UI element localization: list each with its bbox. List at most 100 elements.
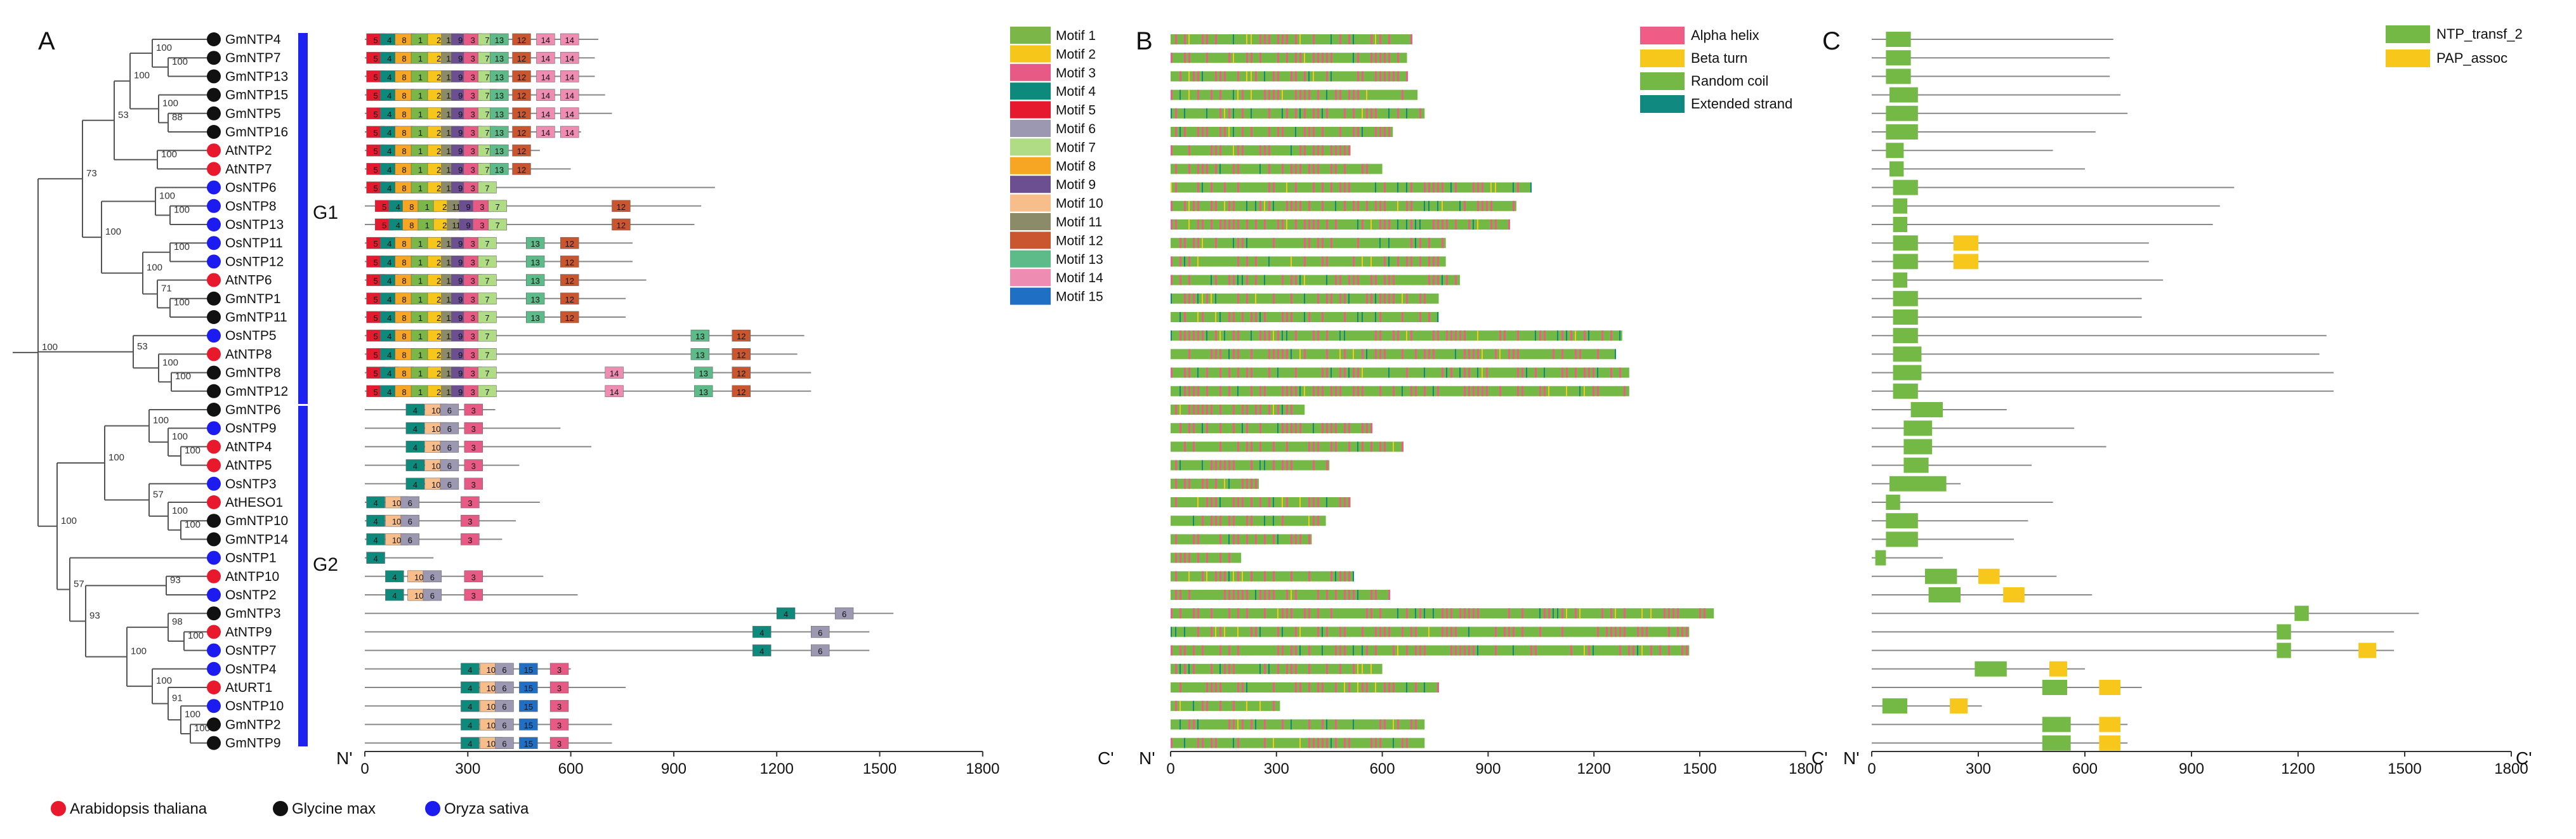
ss-turn <box>1650 608 1652 619</box>
ss-helix <box>1202 516 1204 526</box>
ss-helix <box>1299 89 1301 100</box>
motif-box-label: 4 <box>373 517 378 526</box>
ss-helix <box>1295 627 1297 637</box>
ss-strand <box>1366 349 1367 360</box>
ss-helix <box>1237 349 1239 360</box>
ss-strand <box>1264 516 1265 526</box>
panel-a: A 10010088100100100531001001001007110010… <box>13 27 1114 817</box>
ss-helix <box>1393 645 1395 656</box>
ss-strand <box>1233 108 1234 119</box>
ss-helix <box>1362 386 1364 396</box>
ss-helix <box>1188 552 1190 563</box>
motif-box-label: 3 <box>471 591 476 601</box>
ss-helix <box>1388 293 1390 304</box>
ss-helix <box>1495 349 1497 360</box>
motif-box-3 <box>464 441 483 453</box>
motif-box-12 <box>512 144 531 157</box>
motif-box-3 <box>549 737 569 749</box>
species-dot <box>207 365 221 380</box>
ss-helix <box>1357 89 1359 100</box>
motif-box-label: 2 <box>437 165 441 174</box>
ntp-transf-domain <box>1925 568 1957 584</box>
ss-helix <box>1308 719 1310 730</box>
ss-helix <box>1295 89 1297 100</box>
motif-box-label: 6 <box>447 462 452 471</box>
motif-box-label: 10 <box>431 443 440 452</box>
ss-helix <box>1233 701 1235 712</box>
ss-helix <box>1219 367 1221 378</box>
motif-box-label: 1 <box>418 332 423 341</box>
motif-box-label: 9 <box>458 128 463 138</box>
ss-helix <box>1264 89 1266 100</box>
ss-helix <box>1433 219 1435 230</box>
ss-helix <box>1384 682 1386 693</box>
motif-box-6 <box>423 589 442 601</box>
gene-label: OsNTP1 <box>225 551 277 566</box>
ss-helix <box>1606 627 1608 637</box>
ss-helix <box>1184 367 1186 378</box>
motif-box-label: 6 <box>408 498 412 508</box>
ss-helix <box>1295 330 1297 341</box>
bootstrap-label: 100 <box>172 56 188 67</box>
ss-helix <box>1264 590 1266 600</box>
pap-assoc-domain <box>1978 568 2000 584</box>
motif-box-label: 1 <box>418 72 423 82</box>
ss-strand <box>1171 293 1172 304</box>
ss-helix <box>1699 608 1701 619</box>
ss-helix <box>1286 53 1288 63</box>
ss-bar <box>1171 478 1259 489</box>
motif-box-label: 6 <box>447 424 452 434</box>
ss-strand <box>1375 312 1376 322</box>
motif-box-13 <box>490 33 509 46</box>
ss-strand <box>1357 219 1358 230</box>
ss-turn <box>1357 663 1358 674</box>
ss-helix <box>1322 312 1324 322</box>
motif-legend-label: Motif 2 <box>1056 47 1096 62</box>
ss-helix <box>1233 330 1235 341</box>
ss-helix <box>1273 238 1275 249</box>
ss-helix <box>1233 534 1235 545</box>
ss-turn <box>1282 497 1283 507</box>
ss-bar <box>1171 423 1372 434</box>
motif-box-7 <box>478 181 497 193</box>
ss-helix <box>1286 460 1288 471</box>
ss-strand <box>1184 738 1185 748</box>
species-legend-label: Glycine max <box>292 800 376 817</box>
species-dot <box>207 218 221 231</box>
motif-legend-label: Motif 6 <box>1056 122 1096 136</box>
ss-helix <box>1637 627 1639 637</box>
ss-helix <box>1482 200 1483 211</box>
ss-helix <box>1450 645 1452 656</box>
motif-box-6 <box>400 533 419 545</box>
motif-box-label: 1 <box>418 184 423 193</box>
ss-helix <box>1308 200 1310 211</box>
ss-helix <box>1397 330 1399 341</box>
bootstrap-label: 100 <box>185 709 200 720</box>
motif-box-label: 13 <box>495 146 504 156</box>
motif-box-label: 12 <box>617 221 626 230</box>
ss-helix <box>1264 386 1266 396</box>
ss-bar <box>1171 534 1312 545</box>
motif-box-label: 5 <box>373 165 378 174</box>
motif-box-label: 1 <box>418 110 423 119</box>
gene-label: GmNTP1 <box>225 292 281 306</box>
ss-helix <box>1437 219 1439 230</box>
motif-box-7 <box>478 256 497 268</box>
ss-helix <box>1504 627 1506 637</box>
motif-box-label: 7 <box>496 202 500 212</box>
ss-helix <box>1410 330 1412 341</box>
motif-box-label: 13 <box>495 36 504 45</box>
motif-box-label: 10 <box>487 702 496 712</box>
ss-helix <box>1544 608 1546 619</box>
ss-helix <box>1508 627 1510 637</box>
motif-box-label: 1 <box>418 128 423 138</box>
motif-box-14 <box>560 126 579 138</box>
motif-box-12 <box>732 367 751 379</box>
ss-helix <box>1264 608 1266 619</box>
ss-strand <box>1459 367 1461 378</box>
ss-helix <box>1308 571 1310 582</box>
ss-turn <box>1224 108 1225 119</box>
motif-box-label: 2 <box>437 313 441 323</box>
ss-strand <box>1322 627 1323 637</box>
ss-helix <box>1180 552 1181 563</box>
